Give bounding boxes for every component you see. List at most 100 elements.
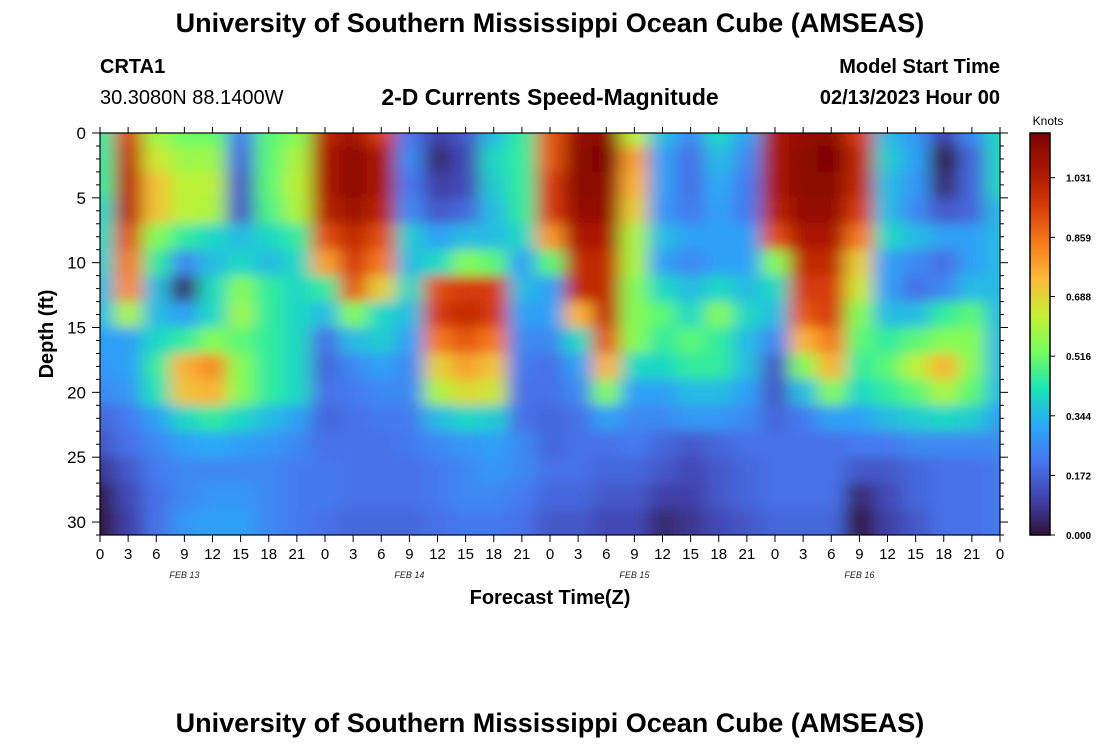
heatmap-cell	[985, 457, 1000, 484]
colorbar-tick-label: 0.688	[1066, 293, 1091, 304]
heatmap-cell	[957, 431, 987, 458]
x-tick-label: 3	[124, 546, 132, 563]
heatmap-cell	[254, 275, 284, 303]
heatmap-cell	[957, 249, 987, 277]
heatmap-cell	[310, 509, 340, 535]
heatmap-cell	[901, 301, 931, 329]
heatmap-cell	[254, 223, 284, 251]
heatmap-cell	[170, 353, 200, 380]
heatmap-cell	[507, 197, 537, 225]
heatmap-cell	[395, 133, 425, 147]
x-axis: 0 3 6 9 12 15 18 21 0 3 6 9 12 15 18 21 0 3 6 9 12 15 18 21 0 3 6 9…	[96, 127, 1004, 563]
heatmap-cell	[676, 457, 706, 484]
heatmap-cell	[592, 197, 621, 225]
heatmap-cell	[760, 483, 790, 510]
heatmap-cell	[564, 483, 593, 510]
heatmap-cell	[648, 145, 678, 173]
heatmap-cell	[648, 327, 678, 355]
heatmap-cell	[535, 301, 565, 329]
heatmap-cell	[845, 197, 875, 225]
heatmap-cell	[732, 431, 762, 458]
heatmap-cell	[901, 223, 931, 251]
heatmap-cell	[395, 301, 425, 329]
heatmap-cell	[564, 275, 593, 303]
heatmap-cell	[648, 483, 678, 510]
heatmap-cell	[226, 431, 256, 458]
heatmap-cell	[873, 379, 903, 406]
heatmap-cell	[100, 353, 115, 380]
heatmap-cell	[985, 431, 1000, 458]
heatmap-cell	[310, 327, 340, 355]
heatmap-cell	[367, 133, 396, 147]
heatmap-cell	[732, 197, 762, 225]
heatmap-cell	[142, 197, 171, 225]
heatmap-cell	[845, 379, 875, 406]
heatmap-cell	[985, 275, 1000, 303]
heatmap-cell	[479, 197, 509, 225]
heatmap-cell	[564, 301, 593, 329]
heatmap-cell	[985, 327, 1000, 355]
heatmap-cell	[339, 509, 368, 535]
station-coordinates: 30.3080N 88.1400W	[100, 87, 284, 109]
heatmap-cell	[592, 457, 621, 484]
heatmap-cell	[985, 171, 1000, 199]
x-tick-label: 0	[771, 546, 779, 563]
heatmap-cell	[254, 483, 284, 510]
heatmap-cell	[100, 275, 115, 303]
heatmap-cell	[845, 171, 875, 199]
heatmap-cell	[929, 275, 959, 303]
heatmap-cell	[760, 379, 790, 406]
heatmap-cell	[100, 457, 115, 484]
heatmap-cell	[142, 275, 171, 303]
heatmap-cell	[704, 197, 734, 225]
heatmap-cell	[100, 379, 115, 406]
heatmap-cell	[100, 197, 115, 225]
heatmap-cell	[367, 483, 396, 510]
heatmap-cell	[367, 327, 396, 355]
heatmap-cell	[845, 301, 875, 329]
heatmap-cell	[423, 405, 453, 432]
heatmap-cell	[226, 275, 256, 303]
heatmap-cell	[873, 405, 903, 432]
heatmap-cell	[100, 327, 115, 355]
heatmap-cell	[282, 457, 312, 484]
heatmap-cell	[873, 223, 903, 251]
heatmap-cell	[760, 133, 790, 147]
heatmap-cell	[704, 431, 734, 458]
heatmap-cell	[817, 133, 846, 147]
heatmap-cell	[985, 483, 1000, 510]
heatmap-cell	[535, 145, 565, 173]
heatmap-cell	[873, 327, 903, 355]
heatmap-cell	[620, 457, 650, 484]
heatmap-cell	[760, 275, 790, 303]
heatmap-cell	[339, 457, 368, 484]
heatmap-cell	[789, 171, 818, 199]
heatmap-cell	[451, 457, 481, 484]
heatmap-cell	[789, 483, 818, 510]
heatmap-cell	[100, 133, 115, 147]
heatmap-cell	[142, 353, 171, 380]
heatmap-cell	[535, 379, 565, 406]
x-tick-label: 0	[96, 546, 104, 563]
heatmap-cell	[929, 353, 959, 380]
heatmap-cell	[732, 457, 762, 484]
x-tick-label: 6	[602, 546, 610, 563]
heatmap-cell	[451, 275, 481, 303]
heatmap-cell	[957, 457, 987, 484]
heatmap-cell	[198, 133, 228, 147]
date-label: FEB 15	[619, 570, 650, 580]
heatmap-cell	[845, 133, 875, 147]
heatmap-cell	[901, 405, 931, 432]
heatmap-cell	[226, 145, 256, 173]
heatmap-cell	[170, 405, 200, 432]
heatmap-cell	[732, 145, 762, 173]
heatmap-cell	[114, 405, 143, 432]
heatmap-cell	[789, 327, 818, 355]
heatmap-cell	[479, 405, 509, 432]
heatmap-cell	[648, 275, 678, 303]
heatmap-cell	[367, 223, 396, 251]
heatmap-cell	[535, 431, 565, 458]
heatmap-cell	[198, 171, 228, 199]
heatmap-cell	[100, 509, 115, 535]
heatmap-cell	[901, 171, 931, 199]
